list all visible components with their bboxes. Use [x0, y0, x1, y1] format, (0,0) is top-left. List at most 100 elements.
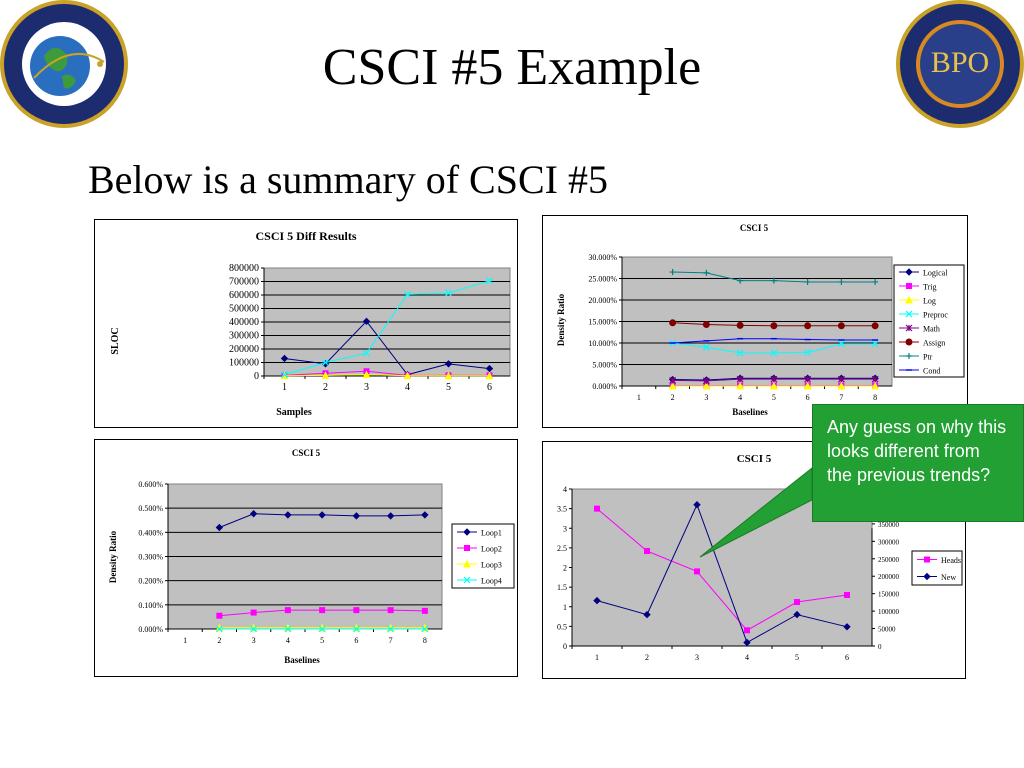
data-point-assign [669, 319, 677, 327]
data-point-new [793, 610, 801, 619]
data-point-new [362, 317, 371, 326]
data-point-preproc [702, 343, 710, 351]
nro-seal-logo [0, 0, 128, 128]
chart-title: CSCI 5 Diff Results [255, 229, 356, 243]
data-point-loop4 [284, 625, 292, 633]
y2-tick-label: 100000 [878, 608, 900, 616]
data-point-log [837, 381, 846, 390]
y-tick-label: 0.500% [138, 504, 163, 513]
data-point-preproc [736, 349, 744, 357]
y-tick-label: 15.000% [588, 318, 617, 327]
data-point-assign [702, 321, 710, 329]
x-tick-label: 1 [595, 653, 599, 662]
legend-label: Loop3 [481, 561, 502, 570]
data-point-math [736, 375, 744, 383]
x-tick-label: 7 [839, 393, 843, 402]
data-point-unmodified [281, 371, 288, 379]
chart-title: CSCI 5 [740, 223, 769, 233]
data-point-assign [837, 322, 845, 330]
legend [893, 264, 965, 378]
y-tick-label: 0.5 [557, 622, 567, 631]
data-point-loop2 [319, 607, 326, 614]
x-tick-label: 8 [873, 393, 877, 402]
data-point-ptr [838, 278, 845, 285]
data-point-preproc [770, 349, 778, 357]
data-point-modified [321, 371, 330, 379]
chart-density-ratio-loops: CSCI 5 Density Ratio Baselines 0.000% 0.1… [94, 439, 518, 677]
data-point-assign [770, 322, 778, 330]
data-point-ptr [770, 277, 777, 284]
y-tick-label: 100000 [229, 358, 259, 369]
y-tick-label: 0.000% [138, 625, 163, 634]
x-tick-label: 5 [772, 393, 776, 402]
data-point-ptr [737, 277, 744, 284]
y-tick-label: 600000 [229, 290, 259, 301]
data-point-log [770, 381, 778, 390]
y-tick-label: 300000 [229, 331, 259, 342]
legend-marker [906, 283, 912, 289]
y-tick-label: 0.300% [138, 553, 163, 562]
callout-box: Any guess on why this looks different fr… [812, 404, 1024, 522]
data-point-preproc [837, 340, 845, 348]
data-point-loop2 [216, 612, 223, 619]
chart-title: CSCI 5 [292, 448, 321, 458]
legend-label: Logical [923, 269, 948, 278]
legend-marker [905, 268, 913, 276]
data-point-loop4 [421, 625, 429, 633]
x-tick-label: 5 [446, 382, 451, 393]
x-tick-label: 4 [405, 382, 410, 393]
y-tick-label: 20.000% [588, 296, 617, 305]
x-tick-label: 7 [389, 636, 393, 645]
y-tick-label: 3 [563, 524, 567, 533]
bpo-seal-center-text: BPO [931, 46, 989, 79]
data-point-math [804, 375, 812, 383]
data-point-loop2 [284, 607, 291, 614]
x-tick-label: 6 [845, 653, 849, 662]
data-point-unmodified [486, 277, 493, 285]
x-tick-label: 2 [671, 393, 675, 402]
data-point-assign [736, 321, 744, 329]
data-point-loop4 [215, 625, 223, 633]
legend-marker [464, 545, 470, 551]
y2-tick-label: 150000 [878, 591, 900, 599]
y-tick-label: 25.000% [588, 275, 617, 284]
legend-marker [905, 338, 913, 346]
y-tick-label: 2 [563, 564, 567, 573]
y2-tick-label: 200000 [878, 573, 900, 581]
x-tick-label: 8 [423, 636, 427, 645]
legend-label: Loop4 [481, 577, 502, 586]
x-tick-label: 3 [364, 382, 369, 393]
y-tick-label: 0.400% [138, 528, 163, 537]
data-point-unmodified [404, 290, 411, 298]
y-tick-label: 700000 [229, 277, 259, 288]
data-point-ptr [703, 269, 710, 276]
x-axis-label: Baselines [732, 407, 768, 417]
x-tick-label: 6 [354, 636, 358, 645]
y-tick-label: 0.200% [138, 577, 163, 586]
data-point-math [702, 377, 710, 385]
y2-tick-label: 0 [878, 643, 882, 651]
chart-title: CSCI 5 [737, 453, 772, 465]
series-line-new [284, 320, 490, 376]
data-point-ptr [804, 278, 811, 285]
chart-diff-results: CSCI 5 Diff Results SLOC Samples 0 100000… [94, 219, 518, 428]
x-tick-label: 3 [252, 636, 256, 645]
legend [911, 550, 963, 586]
data-point-loop4 [318, 625, 326, 633]
y-tick-label: 800000 [229, 263, 259, 274]
series-line-modified [284, 374, 490, 377]
data-point-loop1 [284, 511, 292, 519]
legend-label: Loop1 [481, 529, 502, 538]
legend-label: Assign [923, 339, 945, 348]
data-point-heads [794, 599, 800, 606]
data-point-new [444, 360, 453, 368]
data-point-new [693, 500, 701, 509]
data-point-loop1 [421, 511, 429, 519]
data-point-log [736, 381, 744, 390]
y-tick-label: 200000 [229, 344, 259, 355]
x-tick-label: 3 [704, 393, 708, 402]
y-tick-label: 0 [563, 642, 567, 651]
legend-marker [463, 576, 471, 584]
y-axis-label: SLOC [110, 327, 121, 354]
data-point-heads [744, 627, 750, 634]
